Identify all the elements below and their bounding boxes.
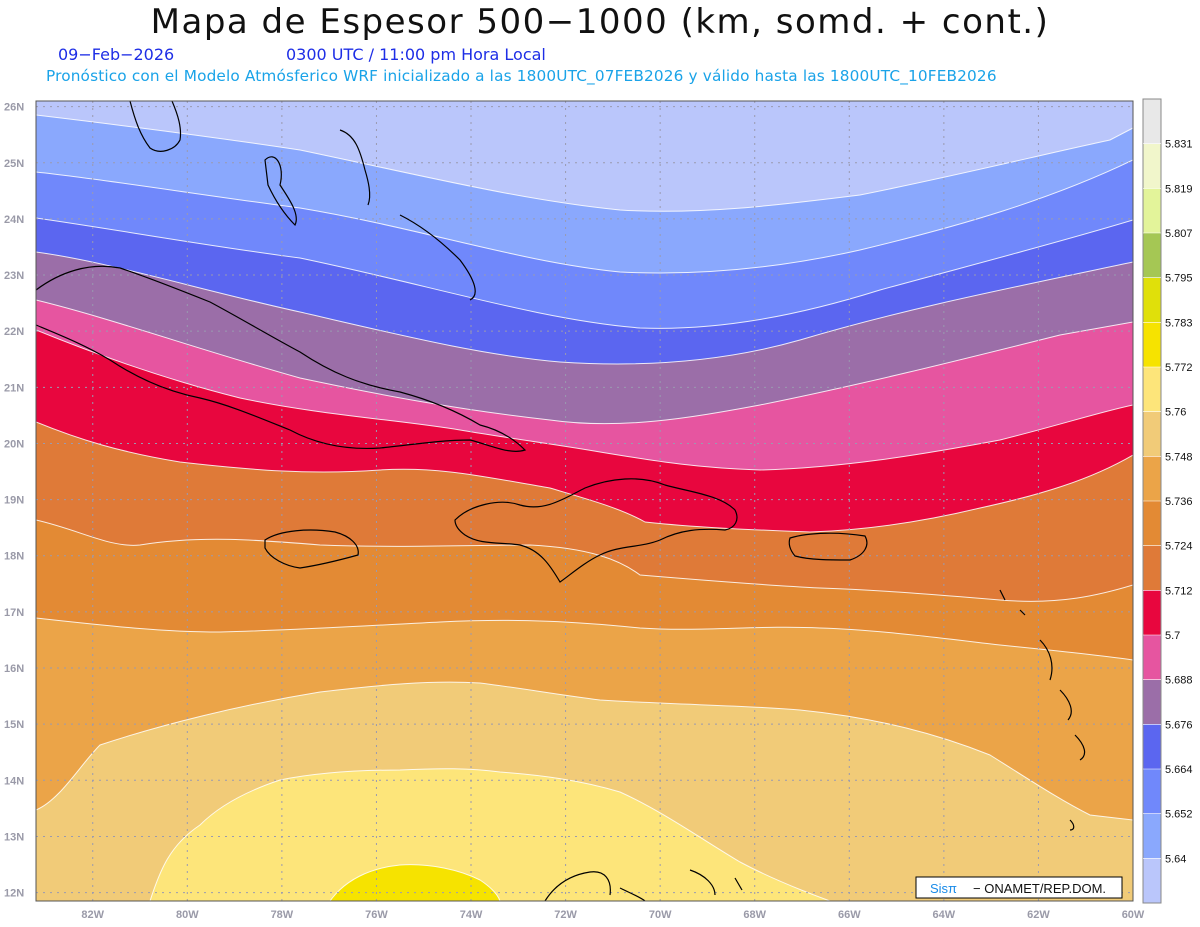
colorbar-swatch [1143, 545, 1161, 591]
colorbar-label: 5.7 [1165, 630, 1180, 642]
colorbar-swatch [1143, 411, 1161, 457]
lat-label: 12N [4, 888, 24, 900]
colorbar-label: 5.688 [1165, 675, 1193, 687]
coastline-puerto-rico [788, 532, 868, 561]
coastline-cuba [36, 265, 527, 452]
colorbar-swatch [1143, 724, 1161, 769]
colorbar-swatch [1143, 858, 1161, 903]
lon-label: 68W [743, 909, 766, 921]
colorbar-swatch [1143, 233, 1161, 278]
colorbar-label: 5.772 [1165, 362, 1193, 374]
coastline-lesser-antilles [999, 589, 1086, 831]
colorbar-label: 5.676 [1165, 719, 1193, 731]
map-grid [36, 101, 1133, 901]
lat-label: 25N [4, 158, 24, 170]
colorbar-swatch [1143, 813, 1161, 859]
logo-brand: Sisπ [930, 881, 957, 896]
lon-label: 78W [271, 909, 294, 921]
coastline-hispaniola [454, 478, 738, 583]
colorbar-swatch [1143, 367, 1161, 412]
coastline-south-america [544, 869, 743, 901]
colorbar-label: 5.795 [1165, 273, 1193, 285]
lat-label: 26N [4, 102, 24, 114]
colorbar-swatch [1143, 679, 1161, 725]
colorbar-label: 5.783 [1165, 317, 1193, 329]
lat-label: 24N [4, 214, 24, 226]
lon-label: 76W [365, 909, 388, 921]
lon-label: 82W [81, 909, 104, 921]
latitude-labels: 26N 25N 24N 23N 22N 21N 20N 19N 18N 17N 16N 15N 14N 1… [4, 102, 24, 900]
colorbar-label: 5.712 [1165, 585, 1193, 597]
lon-label: 64W [933, 909, 956, 921]
lat-label: 16N [4, 663, 24, 675]
coastline-florida [129, 101, 182, 152]
lat-label: 21N [4, 382, 24, 394]
colorbar-swatch [1143, 456, 1161, 501]
colorbar: 5.64 5.652 5.664 5.676 5.688 5.7 5.712 5.724 5.7… [1142, 98, 1193, 904]
lat-label: 20N [4, 438, 24, 450]
model-run-info: Pronóstico con el Modelo Atmósferico WRF… [46, 67, 997, 85]
coastline [36, 101, 1086, 901]
lon-label: 80W [176, 909, 199, 921]
lat-label: 19N [4, 495, 24, 507]
coastline-bahamas-2 [339, 129, 371, 206]
page-title: Mapa de Espesor 500−1000 (km, somd. + co… [150, 2, 1050, 42]
band-5783 [330, 864, 500, 901]
colorbar-swatch [1143, 99, 1161, 144]
lon-label: 66W [838, 909, 861, 921]
colorbar-swatch [1143, 769, 1161, 814]
lat-label: 23N [4, 270, 24, 282]
colorbar-swatch [1143, 277, 1161, 323]
lat-label: 22N [4, 326, 24, 338]
colorbar-swatch [1143, 590, 1161, 635]
colorbar-swatch [1143, 188, 1161, 233]
logo-text: − ONAMET/REP.DOM. [973, 881, 1106, 896]
lon-label: 62W [1027, 909, 1050, 921]
lat-label: 17N [4, 607, 24, 619]
colorbar-swatch [1143, 501, 1161, 546]
colorbar-swatch [1143, 322, 1161, 367]
colorbar-label: 5.736 [1165, 496, 1193, 508]
coastline-bahamas-1 [264, 156, 297, 227]
coastline-jamaica [264, 529, 359, 569]
colorbar-label: 5.819 [1165, 183, 1193, 195]
lon-label: 70W [649, 909, 672, 921]
lat-label: 18N [4, 551, 24, 563]
lat-label: 14N [4, 775, 24, 787]
lat-label: 15N [4, 719, 24, 731]
logo-box: Sisπ − ONAMET/REP.DOM. [915, 876, 1123, 899]
map-frame [35, 100, 1134, 902]
band-5772 [150, 768, 830, 901]
lat-label: 13N [4, 831, 24, 843]
forecast-valid-time: 0300 UTC / 11:00 pm Hora Local [286, 45, 546, 64]
colorbar-label: 5.831 [1165, 139, 1193, 151]
colorbar-label: 5.807 [1165, 228, 1193, 240]
longitude-labels: 82W 80W 78W 76W 74W 72W 70W 68W 66W 64W 62W 60W [81, 909, 1144, 921]
contour-lines [36, 114, 1133, 901]
thickness-bands [36, 101, 1133, 901]
colorbar-swatch [1143, 635, 1161, 680]
colorbar-swatch [1143, 143, 1161, 189]
colorbar-label: 5.76 [1165, 407, 1186, 419]
forecast-date: 09−Feb−2026 [58, 45, 175, 64]
lon-label: 60W [1122, 909, 1145, 921]
coastline-bahamas-3 [399, 214, 476, 301]
colorbar-label: 5.64 [1165, 853, 1186, 865]
lon-label: 74W [460, 909, 483, 921]
lon-label: 72W [554, 909, 577, 921]
colorbar-label: 5.724 [1165, 541, 1193, 553]
colorbar-label: 5.652 [1165, 809, 1193, 821]
colorbar-label: 5.664 [1165, 764, 1193, 776]
colorbar-label: 5.748 [1165, 451, 1193, 463]
